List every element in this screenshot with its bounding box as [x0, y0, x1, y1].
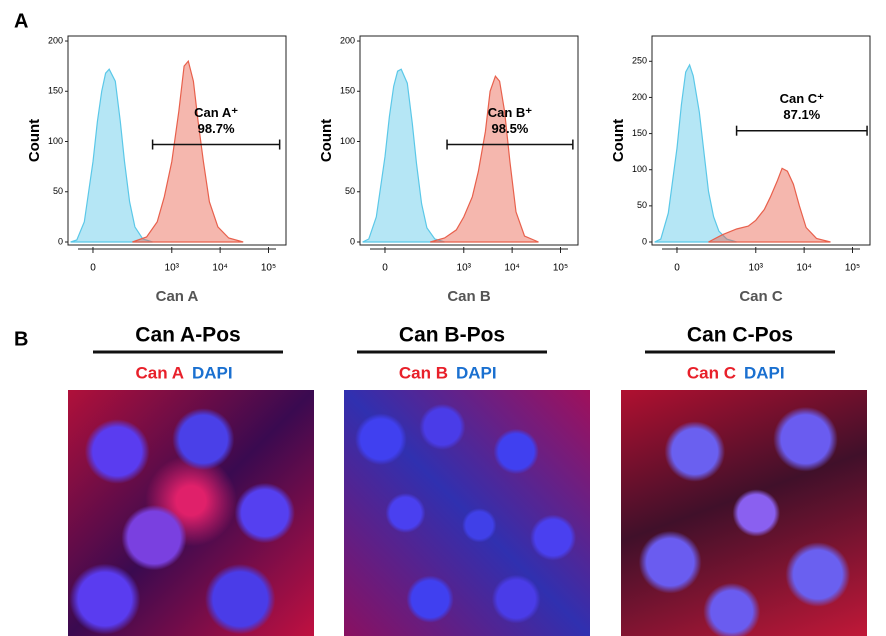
x-tick-label: 10⁴: [796, 263, 811, 274]
plot-frame: [67, 35, 287, 246]
gate-label: Can B⁺: [488, 105, 533, 120]
histogram-area: [654, 63, 737, 243]
stain-label: Can B: [399, 363, 448, 382]
x-axis-label: Can B: [447, 288, 491, 305]
histogram-area: [430, 75, 539, 243]
y-tick-label: 50: [53, 186, 63, 196]
counterstain-label: DAPI: [744, 363, 785, 382]
counterstain-label: DAPI: [456, 363, 497, 382]
x-tick-label: 10⁵: [261, 263, 276, 274]
x-tick-label: 10³: [749, 263, 764, 274]
y-tick-label: 0: [350, 236, 355, 246]
y-tick-label: 250: [632, 56, 647, 66]
stain-label: Can A: [136, 363, 185, 382]
y-axis-label: Count: [318, 119, 335, 162]
x-axis-label: Can A: [156, 288, 199, 305]
image-title: Can C-Pos: [687, 324, 793, 347]
gate-label: Can C⁺: [780, 91, 825, 106]
gate-label: Can A⁺: [194, 105, 238, 120]
x-tick-label: 10⁴: [504, 263, 519, 274]
x-tick-label: 10⁵: [845, 263, 860, 274]
image-title: Can B-Pos: [399, 324, 505, 347]
y-axis-label: Count: [26, 119, 43, 162]
y-tick-label: 0: [58, 236, 63, 246]
gate-annotation: 98.7%: [198, 121, 235, 136]
histogram-area: [132, 59, 244, 243]
x-axis-label: Can C: [739, 288, 783, 305]
x-tick-label: 10³: [457, 263, 472, 274]
plot-frame: [359, 35, 579, 246]
y-tick-label: 200: [340, 35, 355, 45]
y-tick-label: 0: [642, 236, 647, 246]
y-tick-label: 50: [637, 200, 647, 210]
y-tick-label: 50: [345, 186, 355, 196]
histogram-area: [708, 167, 831, 243]
histogram-area: [362, 68, 445, 243]
plot-frame: [651, 35, 871, 246]
counterstain-label: DAPI: [192, 363, 233, 382]
x-tick-label: 0: [674, 263, 680, 274]
y-tick-label: 150: [48, 86, 63, 96]
gate-annotation: 98.5%: [492, 121, 529, 136]
micrograph: [621, 390, 867, 636]
panel-label: B: [14, 328, 28, 350]
micrograph: [344, 390, 590, 636]
histogram-area: [70, 68, 153, 243]
y-tick-label: 100: [632, 164, 647, 174]
x-tick-label: 10⁴: [212, 263, 227, 274]
y-tick-label: 200: [48, 35, 63, 45]
y-tick-label: 100: [340, 136, 355, 146]
stain-label: Can C: [687, 363, 736, 382]
image-title: Can A-Pos: [135, 324, 240, 347]
x-tick-label: 10⁵: [553, 263, 568, 274]
y-tick-label: 150: [340, 86, 355, 96]
y-tick-label: 150: [632, 128, 647, 138]
y-tick-label: 200: [632, 92, 647, 102]
y-axis-label: Count: [610, 119, 627, 162]
x-tick-label: 0: [382, 263, 388, 274]
panel-label: A: [14, 10, 28, 32]
gate-annotation: 87.1%: [783, 107, 820, 122]
x-tick-label: 10³: [165, 263, 180, 274]
micrograph: [68, 390, 314, 636]
x-tick-label: 0: [90, 263, 96, 274]
y-tick-label: 100: [48, 136, 63, 146]
